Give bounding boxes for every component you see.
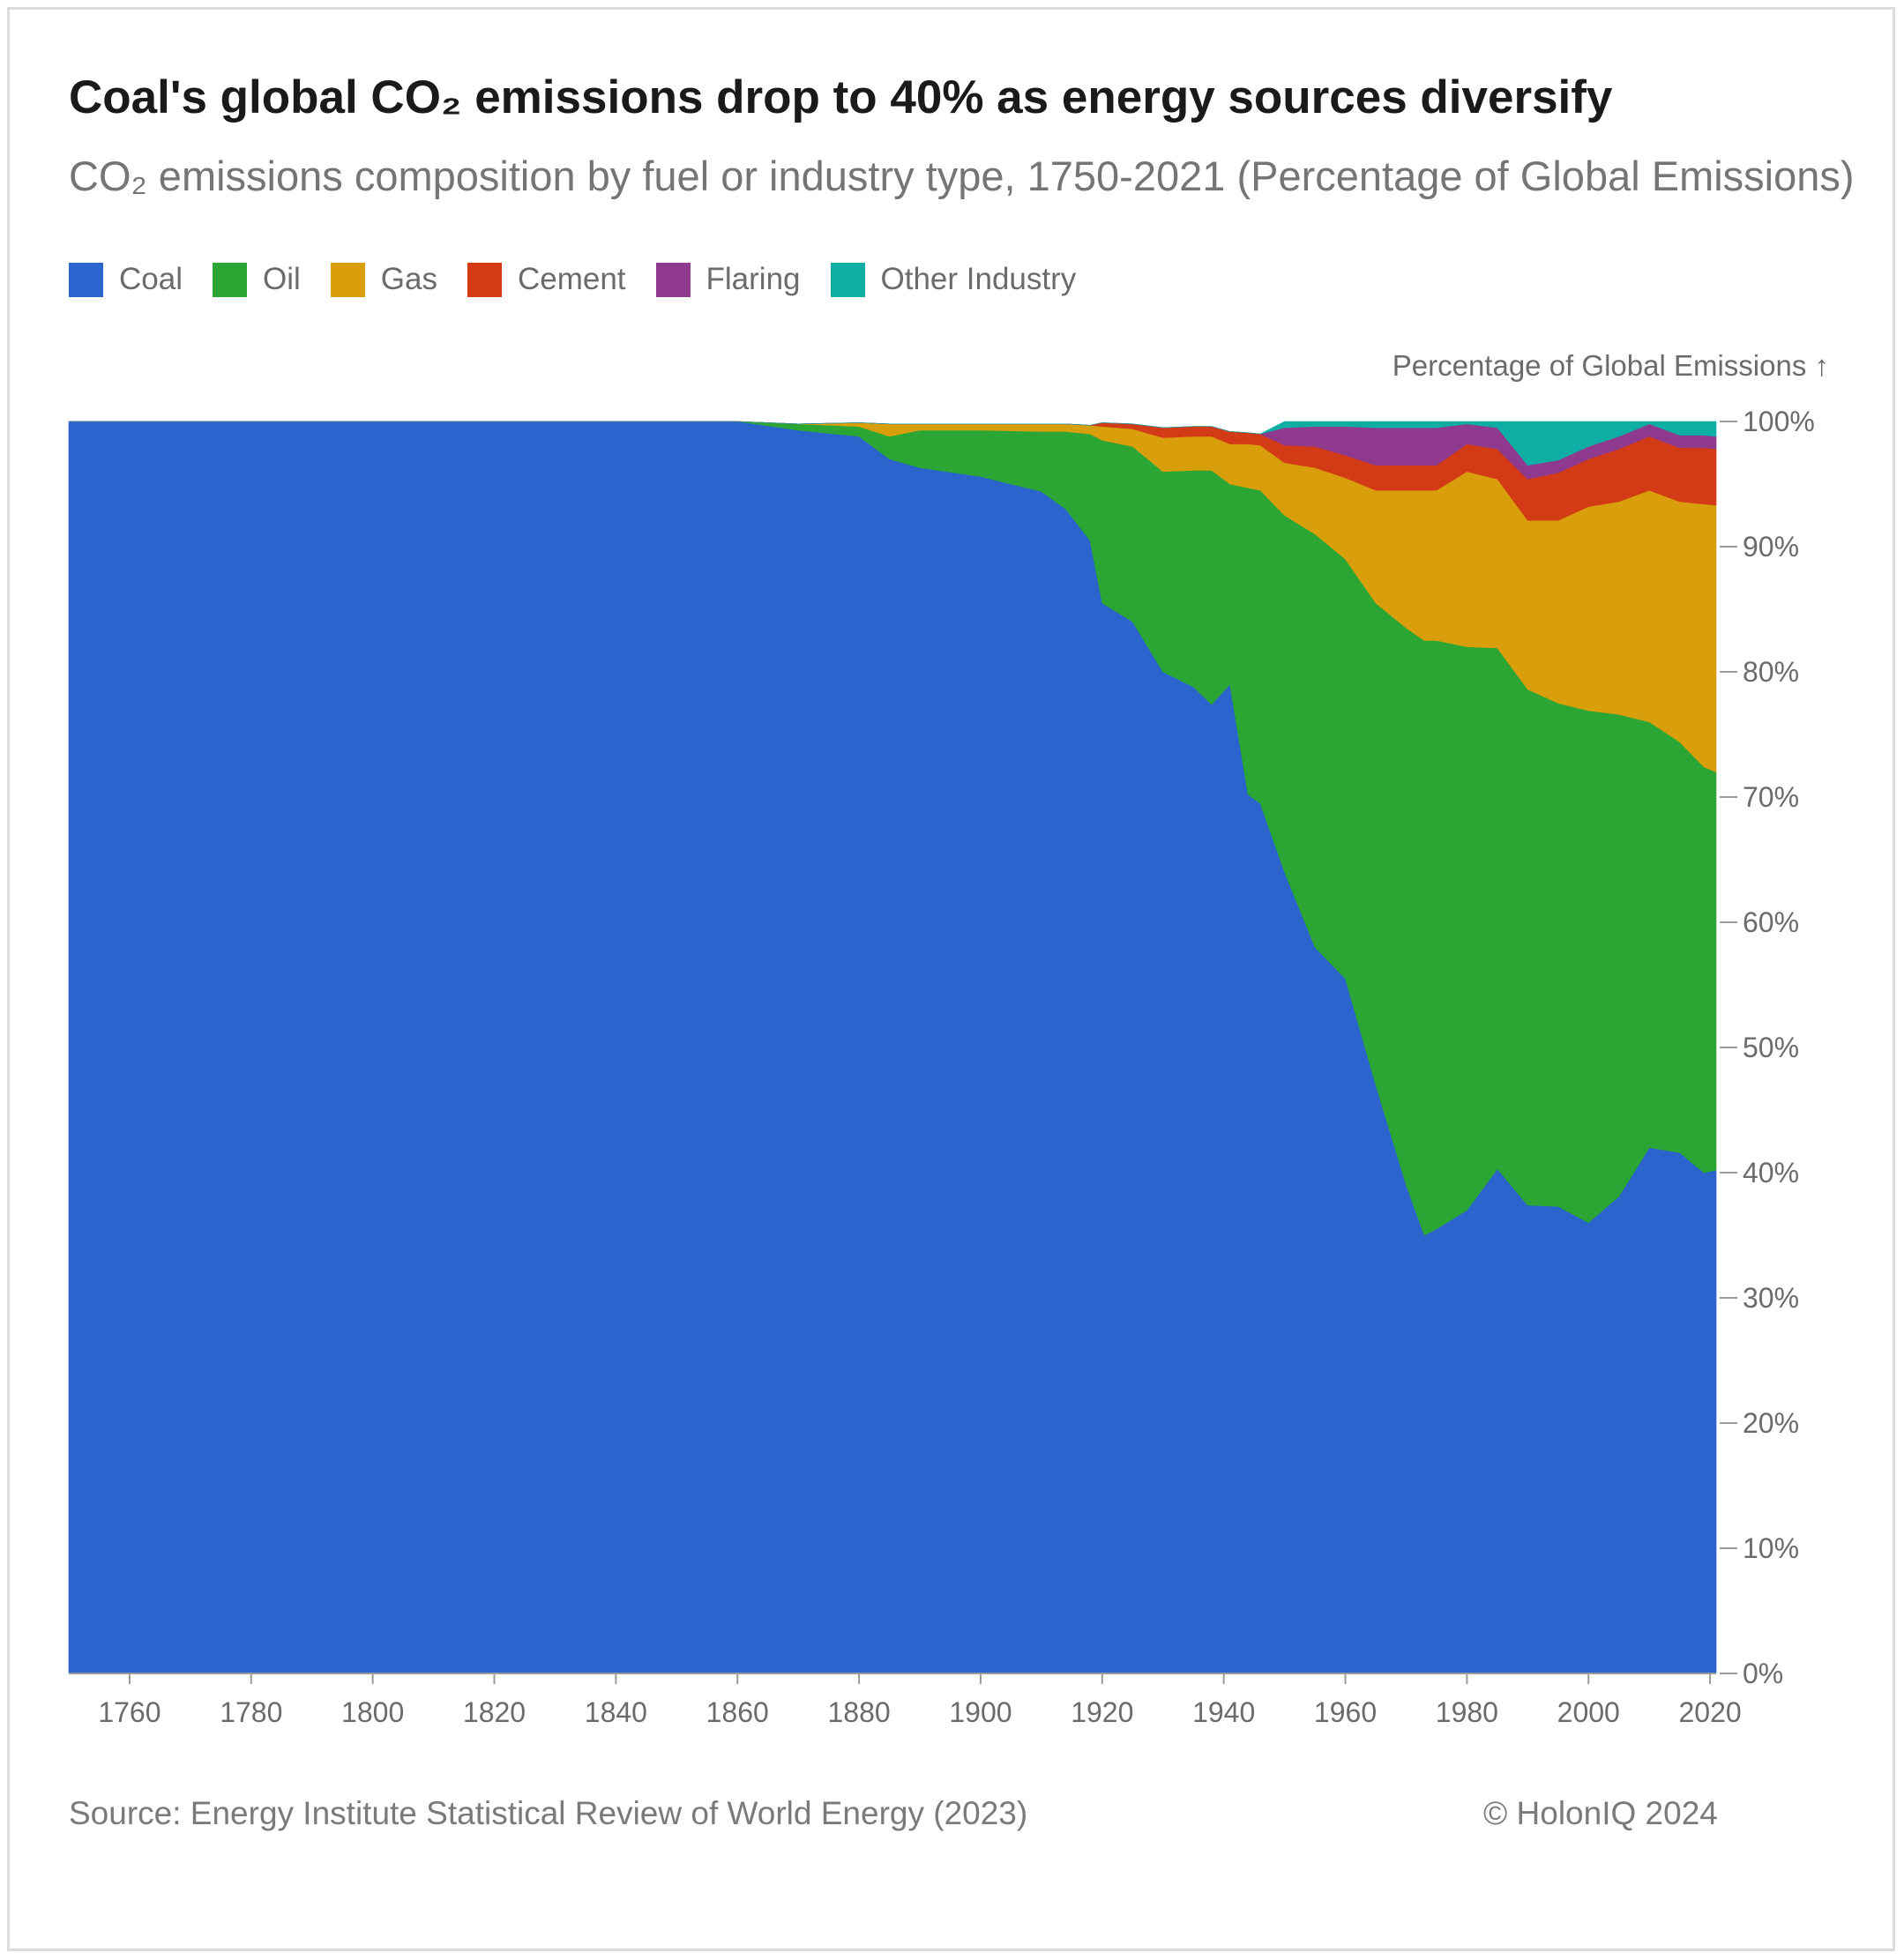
x-tick-label-1860: 1860 [706,1696,769,1728]
x-tick-label-2000: 2000 [1557,1696,1620,1728]
y-tick-label-80: 80% [1743,656,1799,688]
x-axis: 1760 1780 1800 1820 1840 1860 1880 1900 1920 1940… [69,1673,1742,1728]
x-tick-label-1880: 1880 [827,1696,890,1728]
legend: Coal Oil Gas Cement Flaring Other Indust… [69,261,1106,298]
y-tick-label-60: 60% [1743,906,1799,938]
legend-item-other-industry[interactable]: Other Industry [830,262,1077,297]
y-axis-label: Percentage of Global Emissions ↑ [1393,349,1829,382]
y-tick-label-10: 10% [1743,1532,1799,1564]
copyright-note: © HolonIQ 2024 [1483,1795,1718,1831]
y-axis: 0% 10% 20% 30% 40% 50% 60% 70% 80% 90% 100% Percent… [1393,349,1829,1689]
legend-label-other-industry: Other Industry [880,262,1077,296]
legend-item-oil[interactable]: Oil [212,262,301,297]
chart-subtitle: CO₂ emissions composition by fuel or ind… [69,153,1855,199]
legend-swatch-other-industry [830,262,865,297]
y-tick-label-50: 50% [1743,1032,1799,1063]
x-tick-label-1980: 1980 [1436,1696,1498,1728]
area-layers [68,421,1717,1674]
y-tick-label-20: 20% [1743,1407,1799,1439]
legend-label-gas: Gas [380,262,437,296]
chart-title: Coal's global CO₂ emissions drop to 40% … [69,71,1613,123]
legend-label-coal: Coal [119,262,183,296]
y-tick-label-100: 100% [1743,406,1815,437]
x-tick-label-1920: 1920 [1071,1696,1133,1728]
legend-item-flaring[interactable]: Flaring [655,262,801,297]
legend-item-coal[interactable]: Coal [69,262,183,297]
y-tick-label-0: 0% [1743,1658,1783,1689]
x-tick-label-1800: 1800 [341,1696,404,1728]
legend-item-gas[interactable]: Gas [330,262,437,297]
x-tick-label-1780: 1780 [220,1696,282,1728]
x-tick-label-1900: 1900 [949,1696,1012,1728]
legend-swatch-flaring [655,262,691,297]
legend-label-oil: Oil [262,262,301,296]
legend-label-cement: Cement [517,262,626,296]
legend-item-cement[interactable]: Cement [467,262,626,297]
y-tick-label-90: 90% [1743,531,1799,563]
legend-swatch-coal [69,262,103,297]
area-other-industry[interactable] [69,421,1717,466]
legend-swatch-cement [467,262,502,297]
legend-label-flaring: Flaring [706,262,801,296]
source-note: Source: Energy Institute Statistical Rev… [69,1795,1028,1831]
legend-swatch-oil [212,262,247,297]
legend-swatch-gas [330,262,365,297]
y-tick-label-40: 40% [1743,1157,1799,1189]
x-tick-label-1840: 1840 [585,1696,647,1728]
x-tick-label-2020: 2020 [1679,1696,1742,1728]
y-tick-label-30: 30% [1743,1282,1799,1314]
x-tick-label-1820: 1820 [463,1696,526,1728]
x-tick-label-1760: 1760 [98,1696,161,1728]
x-tick-label-1940: 1940 [1192,1696,1255,1728]
y-tick-label-70: 70% [1743,781,1799,813]
x-tick-label-1960: 1960 [1314,1696,1377,1728]
